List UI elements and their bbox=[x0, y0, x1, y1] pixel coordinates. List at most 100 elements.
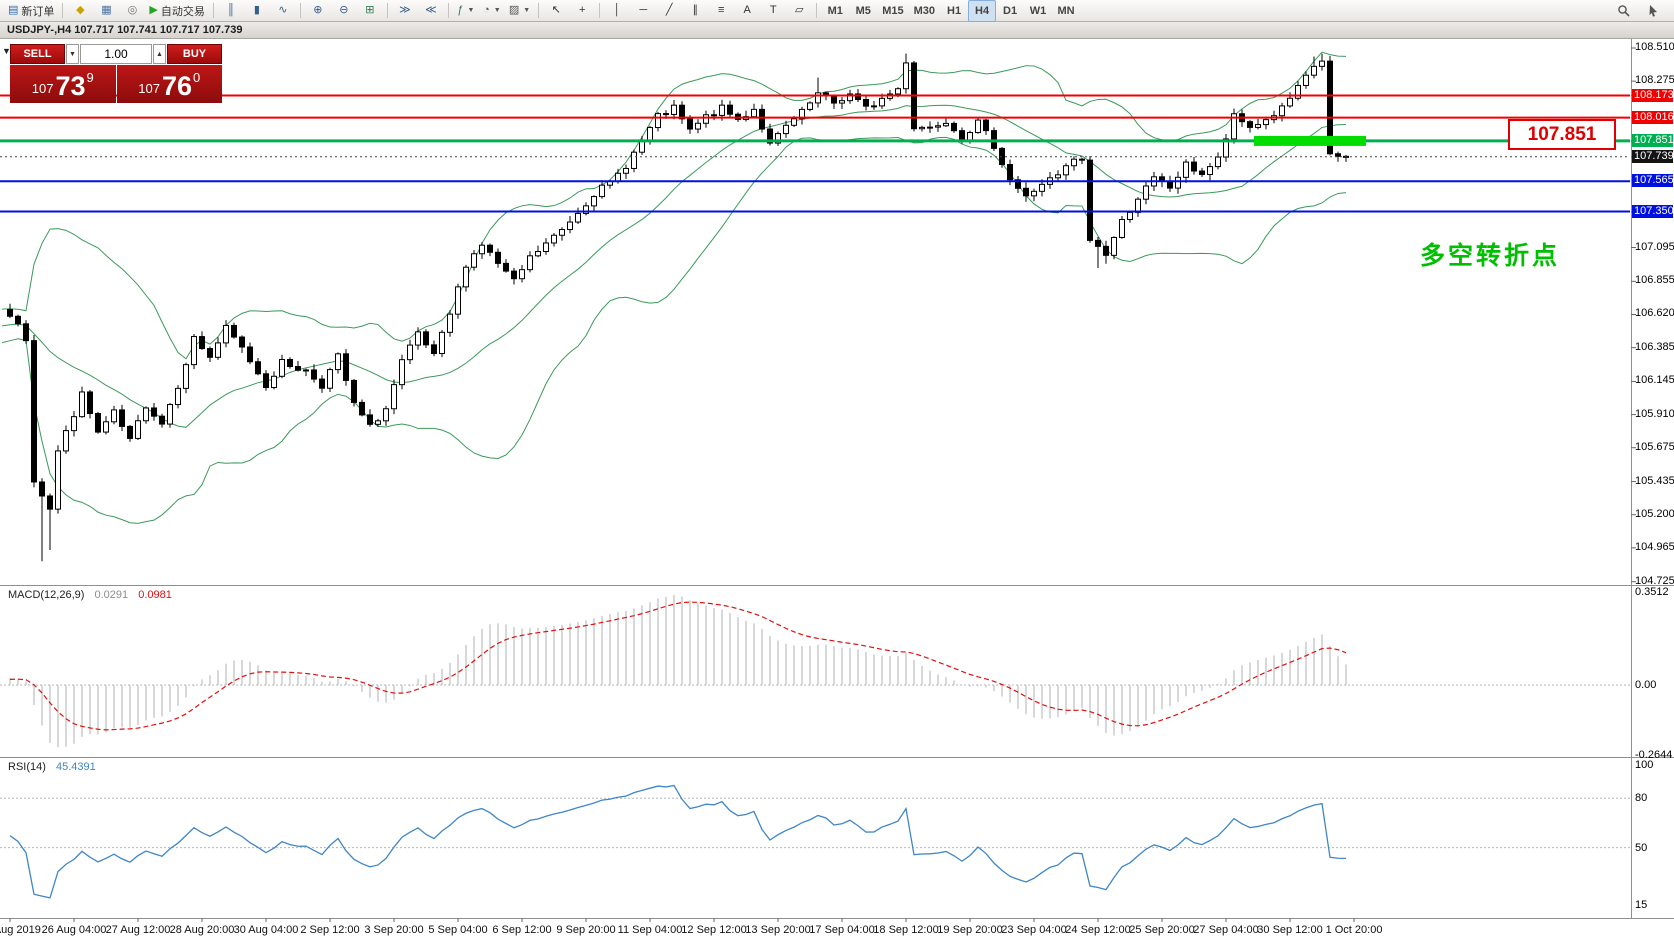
chart-title: USDJPY-,H4 107.717 107.741 107.717 107.7… bbox=[7, 24, 243, 36]
price-scale-label: 104.725 bbox=[1635, 574, 1674, 587]
time-axis-label: 23 Sep 04:00 bbox=[1001, 924, 1067, 936]
navigator-icon[interactable]: ◎ bbox=[119, 1, 145, 21]
text-icon[interactable]: A bbox=[734, 1, 760, 21]
main-price-panel bbox=[0, 51, 1630, 562]
trendline-icon: ╱ bbox=[665, 4, 673, 16]
tf-mn-label: MN bbox=[1057, 4, 1075, 17]
new-order-button: ▤ bbox=[8, 4, 19, 16]
price-scale-label: 106.620 bbox=[1635, 307, 1674, 320]
tf-m15[interactable]: M15 bbox=[877, 0, 908, 22]
channel-icon[interactable]: ∥ bbox=[682, 1, 708, 21]
tf-d1-label: D1 bbox=[1003, 4, 1018, 17]
tf-m30[interactable]: M30 bbox=[909, 0, 940, 22]
chart-shift-icon: ≪ bbox=[425, 4, 437, 16]
tf-m1[interactable]: M1 bbox=[821, 0, 849, 22]
time-axis-label: 3 Sep 20:00 bbox=[364, 924, 424, 936]
templates-icon[interactable]: ▨ ▼ bbox=[505, 1, 534, 21]
tile-windows-icon[interactable]: ⊞ bbox=[357, 1, 383, 21]
tf-h4[interactable]: H4 bbox=[968, 0, 997, 22]
price-scale-label: 108.275 bbox=[1635, 74, 1674, 87]
one-click-panel-toggle[interactable]: ▼ bbox=[2, 46, 11, 56]
zoom-out-icon[interactable]: ⊖ bbox=[331, 1, 357, 21]
volume-down-button[interactable]: ▼ bbox=[66, 44, 79, 64]
price-scale-label: 104.965 bbox=[1635, 540, 1674, 553]
toolbar-right bbox=[1610, 1, 1670, 21]
toolbar: ▤ 新订单 ◆ ▦ ◎ ▶ 自动交易 ║ ▮ ∿ ⊕ ⊖ ⊞ ≫ ≪ ƒ ▼ ◔ ▼ ▨ ▼ ↖ + │ ─ ╱ ∥ ≡ A T ▱ M1 M5… bbox=[0, 0, 1674, 22]
crosshair-icon[interactable]: + bbox=[569, 1, 595, 21]
vertical-line-icon[interactable]: │ bbox=[604, 1, 630, 21]
label-icon[interactable]: T bbox=[760, 1, 786, 21]
toolbar-separator bbox=[816, 3, 818, 18]
candlestick-chart-icon[interactable]: ▮ bbox=[244, 1, 270, 21]
tf-h1[interactable]: H1 bbox=[940, 0, 968, 22]
time-axis-label: 9 Sep 20:00 bbox=[556, 924, 616, 936]
pointer-icon[interactable] bbox=[1640, 1, 1666, 21]
price-scale-label: 107.739 bbox=[1632, 149, 1674, 163]
data-window-icon[interactable]: ▦ bbox=[93, 1, 119, 21]
volume-up-button[interactable]: ▲ bbox=[153, 44, 166, 64]
time-axis-label: 26 Aug 04:00 bbox=[41, 924, 107, 936]
price-scale-label: 107.095 bbox=[1635, 240, 1674, 253]
price-scale-label: 107.851 bbox=[1632, 133, 1674, 147]
tf-d1[interactable]: D1 bbox=[996, 0, 1024, 22]
channel-icon: ∥ bbox=[692, 4, 698, 16]
macd-value: 0.0291 bbox=[94, 589, 129, 601]
price-scale-label: 107.350 bbox=[1632, 204, 1674, 218]
tf-h4-label: H4 bbox=[975, 4, 990, 17]
bar-chart-icon: ║ bbox=[226, 4, 235, 16]
bollinger-lower-band bbox=[1, 136, 1347, 524]
time-axis-label: 13 Sep 20:00 bbox=[745, 924, 811, 936]
sell-price-pip: 9 bbox=[86, 70, 94, 85]
price-scale-label: 108.016 bbox=[1632, 110, 1674, 124]
auto-scroll-icon[interactable]: ≫ bbox=[392, 1, 418, 21]
buy-price-big: 76 bbox=[161, 71, 192, 101]
price-scale-label: 106.385 bbox=[1635, 340, 1674, 353]
crosshair-icon: + bbox=[579, 4, 586, 16]
toolbar-separator bbox=[212, 3, 214, 18]
shapes-icon[interactable]: ▱ bbox=[786, 1, 812, 21]
price-scale-label: 105.910 bbox=[1635, 407, 1674, 420]
sell-price-button[interactable]: 107 73 9 bbox=[10, 65, 116, 103]
rsi-value: 45.4391 bbox=[55, 761, 96, 773]
chevron-down-icon: ▼ bbox=[523, 7, 531, 14]
rsi-scale-label: 50 bbox=[1635, 841, 1648, 854]
price-scale[interactable]: 108.510 108.275 108.173 108.016 107.851 107.7… bbox=[1631, 39, 1674, 918]
axes-decoration bbox=[0, 39, 1674, 922]
price-scale-label: 105.675 bbox=[1635, 440, 1674, 453]
rsi-panel bbox=[0, 784, 1630, 899]
new-order-button[interactable]: ▤ 新订单 bbox=[4, 1, 58, 21]
autotrading-button-label: 自动交易 bbox=[160, 5, 205, 18]
rsi-scale-label: 15 bbox=[1635, 899, 1648, 912]
price-scale-label: 106.145 bbox=[1635, 374, 1674, 387]
indicators-icon[interactable]: ƒ ▼ bbox=[453, 1, 479, 21]
tf-w1[interactable]: W1 bbox=[1024, 0, 1052, 22]
fibonacci-icon[interactable]: ≡ bbox=[708, 1, 734, 21]
cursor-icon[interactable]: ↖ bbox=[543, 1, 569, 21]
cursor-icon: ↖ bbox=[551, 4, 561, 16]
zoom-in-icon[interactable]: ⊕ bbox=[305, 1, 331, 21]
tf-mn[interactable]: MN bbox=[1052, 0, 1080, 22]
horizontal-line-icon[interactable]: ─ bbox=[630, 1, 656, 21]
market-watch-icon[interactable]: ◆ bbox=[67, 1, 93, 21]
trendline-icon[interactable]: ╱ bbox=[656, 1, 682, 21]
periods-icon[interactable]: ◔ ▼ bbox=[479, 1, 505, 21]
new-order-button-label: 新订单 bbox=[21, 5, 55, 18]
autotrading-button[interactable]: ▶ 自动交易 bbox=[145, 1, 208, 21]
line-chart-icon[interactable]: ∿ bbox=[270, 1, 296, 21]
bar-chart-icon[interactable]: ║ bbox=[218, 1, 244, 21]
tf-w1-label: W1 bbox=[1029, 4, 1047, 17]
sell-button[interactable]: SELL bbox=[10, 44, 65, 64]
buy-button[interactable]: BUY bbox=[167, 44, 222, 64]
chart-shift-icon[interactable]: ≪ bbox=[418, 1, 444, 21]
macd-histogram bbox=[9, 594, 1347, 748]
search-icon[interactable] bbox=[1610, 1, 1636, 21]
time-axis-label: 1 Oct 20:00 bbox=[1325, 924, 1383, 936]
volume-input[interactable]: 1.00 bbox=[80, 44, 152, 64]
tf-m5[interactable]: M5 bbox=[849, 0, 877, 22]
time-axis-label: 19 Sep 20:00 bbox=[937, 924, 1003, 936]
shapes-icon: ▱ bbox=[794, 4, 804, 16]
candlestick-chart-icon: ▮ bbox=[253, 4, 260, 16]
buy-price-button[interactable]: 107 76 0 bbox=[116, 65, 222, 103]
